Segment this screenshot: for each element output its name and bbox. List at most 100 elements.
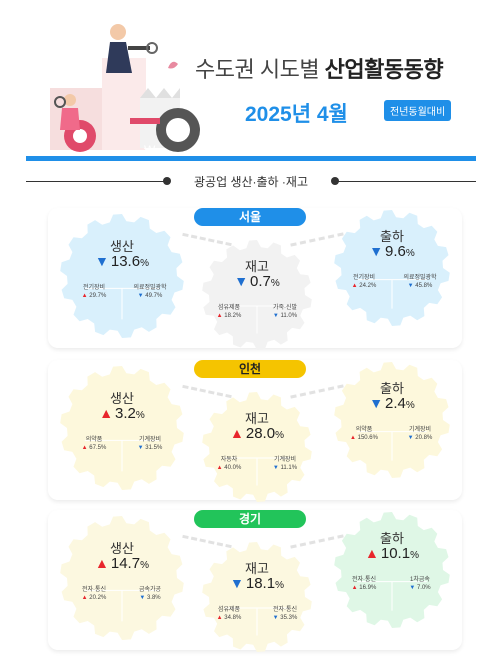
- subhead-line-left: [26, 181, 166, 182]
- inventory-gear: 재고 ▲ 28.0% 자동차 ▲ 40.0% 기계장비 ▼ 11.1%: [202, 392, 312, 502]
- business-illustration: ₩: [50, 24, 200, 157]
- inventory-sub-item: 가죽·신발 ▼ 11.0%: [263, 304, 307, 321]
- inventory-sub-item: 기계장비 ▼ 11.1%: [263, 456, 307, 473]
- inventory-sub-name: 기계장비: [273, 457, 297, 463]
- shipment-value: ▼ 2.4%: [334, 395, 450, 412]
- shipment-sub-value-text: 150.6%: [355, 435, 378, 442]
- shipment-sub-name: 전자·통신: [351, 577, 377, 583]
- shipment-sub-value: ▼ 45.8%: [398, 282, 442, 290]
- production-label: 생산: [110, 391, 134, 406]
- shipment-sub-value-text: 45.8%: [413, 283, 433, 290]
- shipment-sub-item: 전기장비 ▲ 24.2%: [342, 274, 386, 291]
- subhead-line-right: [336, 181, 476, 182]
- inventory-label: 재고: [245, 259, 269, 274]
- arrow-up-icon: ▲: [99, 405, 114, 421]
- arrow-up-icon: ▲: [81, 293, 88, 300]
- inventory-label: 재고: [245, 411, 269, 426]
- production-sub-value: ▲ 29.7%: [72, 292, 116, 300]
- shipment-sub-value-text: 24.2%: [357, 283, 377, 290]
- shipment-label: 출하: [380, 229, 404, 244]
- inventory-gear-shape: [202, 392, 312, 502]
- production-sub-name: 전기장비: [82, 285, 106, 291]
- shipment-sub-name: 의료정밀광학: [403, 275, 437, 281]
- shipment-sub-value-text: 20.8%: [413, 435, 433, 442]
- production-sub-item: 의약품 ▲ 67.5%: [72, 436, 116, 453]
- shipment-sub-name: 1차금속: [410, 577, 430, 583]
- arrow-up-icon: ▲: [81, 445, 88, 452]
- arrow-up-icon: ▲: [216, 313, 223, 320]
- inventory-gear: 재고 ▼ 0.7% 섬유제품 ▲ 18.2% 가죽·신발 ▼ 11.0%: [202, 240, 312, 350]
- shipment-value-unit: %: [410, 550, 419, 561]
- subhead-dot-right: [331, 177, 339, 185]
- inventory-gear-shape: [202, 240, 312, 350]
- arrow-up-icon: ▲: [350, 435, 356, 442]
- inventory-sub-item: 섬유제품 ▲ 18.2%: [207, 304, 251, 321]
- production-gear: 생산 ▲ 14.7% 전자·통신 ▲ 20.2% 금속가공 ▼ 3.8%: [60, 516, 184, 640]
- shipment-value-unit: %: [405, 400, 415, 411]
- arrow-up-icon: ▲: [216, 615, 223, 622]
- inventory-value: ▼ 0.7%: [202, 273, 312, 290]
- shipment-value: ▲ 10.1%: [334, 545, 450, 562]
- production-value-number: 3.2: [115, 405, 136, 422]
- inventory-sub-item: 전자·통신 ▼ 35.3%: [263, 606, 307, 623]
- arrow-down-icon: ▼: [272, 615, 279, 622]
- production-value-number: 13.6: [110, 253, 141, 270]
- production-sub-item: 의료정밀광학 ▼ 49.7%: [128, 284, 172, 301]
- inventory-sub-value: ▼ 11.1%: [263, 464, 307, 472]
- arrow-down-icon: ▼: [139, 595, 146, 602]
- shipment-sub-value-text: 7.0%: [415, 585, 431, 592]
- shipment-gear: 출하 ▼ 9.6% 전기장비 ▲ 24.2% 의료정밀광학 ▼ 45.8%: [334, 210, 450, 326]
- inventory-sub-value: ▲ 18.2%: [207, 312, 251, 320]
- shipment-value: ▼ 9.6%: [334, 243, 450, 260]
- production-sub-value-text: 3.8%: [145, 595, 161, 602]
- production-sub-value: ▼ 31.5%: [128, 444, 172, 452]
- production-sub-item: 전자·통신 ▲ 20.2%: [72, 586, 116, 603]
- inventory-sub-value-text: 11.1%: [278, 465, 298, 472]
- production-sub-name: 전자·통신: [81, 587, 107, 593]
- region-tab: 경기: [194, 510, 306, 528]
- report-date: 2025년 4월: [245, 103, 348, 126]
- inventory-gear: 재고 ▼ 18.1% 섬유제품 ▲ 34.8% 전자·통신 ▼ 35.3%: [202, 542, 312, 652]
- arrow-down-icon: ▼: [95, 253, 109, 269]
- production-sub-name: 기계장비: [138, 437, 162, 443]
- shipment-sub-value: ▼ 20.8%: [398, 434, 442, 442]
- production-sub-value: ▼ 49.7%: [128, 292, 172, 300]
- inventory-sub-name: 자동차: [220, 457, 238, 463]
- shipment-gear-shape: [334, 512, 450, 628]
- production-sub-value-text: 31.5%: [143, 445, 163, 452]
- inventory-value-unit: %: [275, 430, 284, 441]
- production-sub-item: 금속가공 ▼ 3.8%: [128, 586, 172, 603]
- production-gear: 생산 ▼ 13.6% 전기장비 ▲ 29.7% 의료정밀광학 ▼ 49.7%: [60, 214, 184, 338]
- shipment-value-unit: %: [405, 248, 415, 259]
- shipment-gear-shape: [334, 210, 450, 326]
- production-sub-name: 의료정밀광학: [133, 285, 167, 291]
- subhead-dot-left: [163, 177, 171, 185]
- shipment-sub-value: ▲ 24.2%: [342, 282, 386, 290]
- shipment-sub-item: 기계장비 ▼ 20.8%: [398, 426, 442, 443]
- inventory-sub-name: 가죽·신발: [272, 305, 298, 311]
- arrow-down-icon: ▼: [230, 575, 244, 591]
- yoy-badge: 전년동월대비: [384, 100, 452, 121]
- shipment-gear-shape: [334, 362, 450, 478]
- production-sub-value-text: 20.2%: [87, 595, 107, 602]
- production-sub-value-text: 29.7%: [87, 293, 107, 300]
- production-gear-shape: [60, 366, 184, 490]
- inventory-value-unit: %: [275, 580, 284, 591]
- inventory-sub-value: ▲ 34.8%: [207, 614, 251, 622]
- production-sub-value: ▲ 20.2%: [72, 594, 116, 602]
- inventory-value-number: 18.1: [245, 575, 276, 592]
- production-sub-item: 기계장비 ▼ 31.5%: [128, 436, 172, 453]
- shipment-gear: 출하 ▼ 2.4% 의약품 ▲ 150.6% 기계장비 ▼ 20.8%: [334, 362, 450, 478]
- section-subheading: 광공업 생산·출하 ·재고: [193, 175, 309, 189]
- inventory-sub-item: 섬유제품 ▲ 34.8%: [207, 606, 251, 623]
- arrow-up-icon: ▲: [365, 545, 379, 561]
- shipment-sub-item: 의약품 ▲ 150.6%: [342, 426, 386, 443]
- inventory-sub-name: 섬유제품: [217, 607, 241, 613]
- inventory-sub-name: 전자·통신: [272, 607, 298, 613]
- shipment-sub-item: 1차금속 ▼ 7.0%: [398, 576, 442, 593]
- production-value-unit: %: [140, 560, 149, 571]
- arrow-down-icon: ▼: [272, 313, 279, 320]
- inventory-sub-value-text: 34.8%: [222, 615, 242, 622]
- shipment-label: 출하: [380, 381, 404, 396]
- shipment-sub-value: ▼ 7.0%: [398, 584, 442, 592]
